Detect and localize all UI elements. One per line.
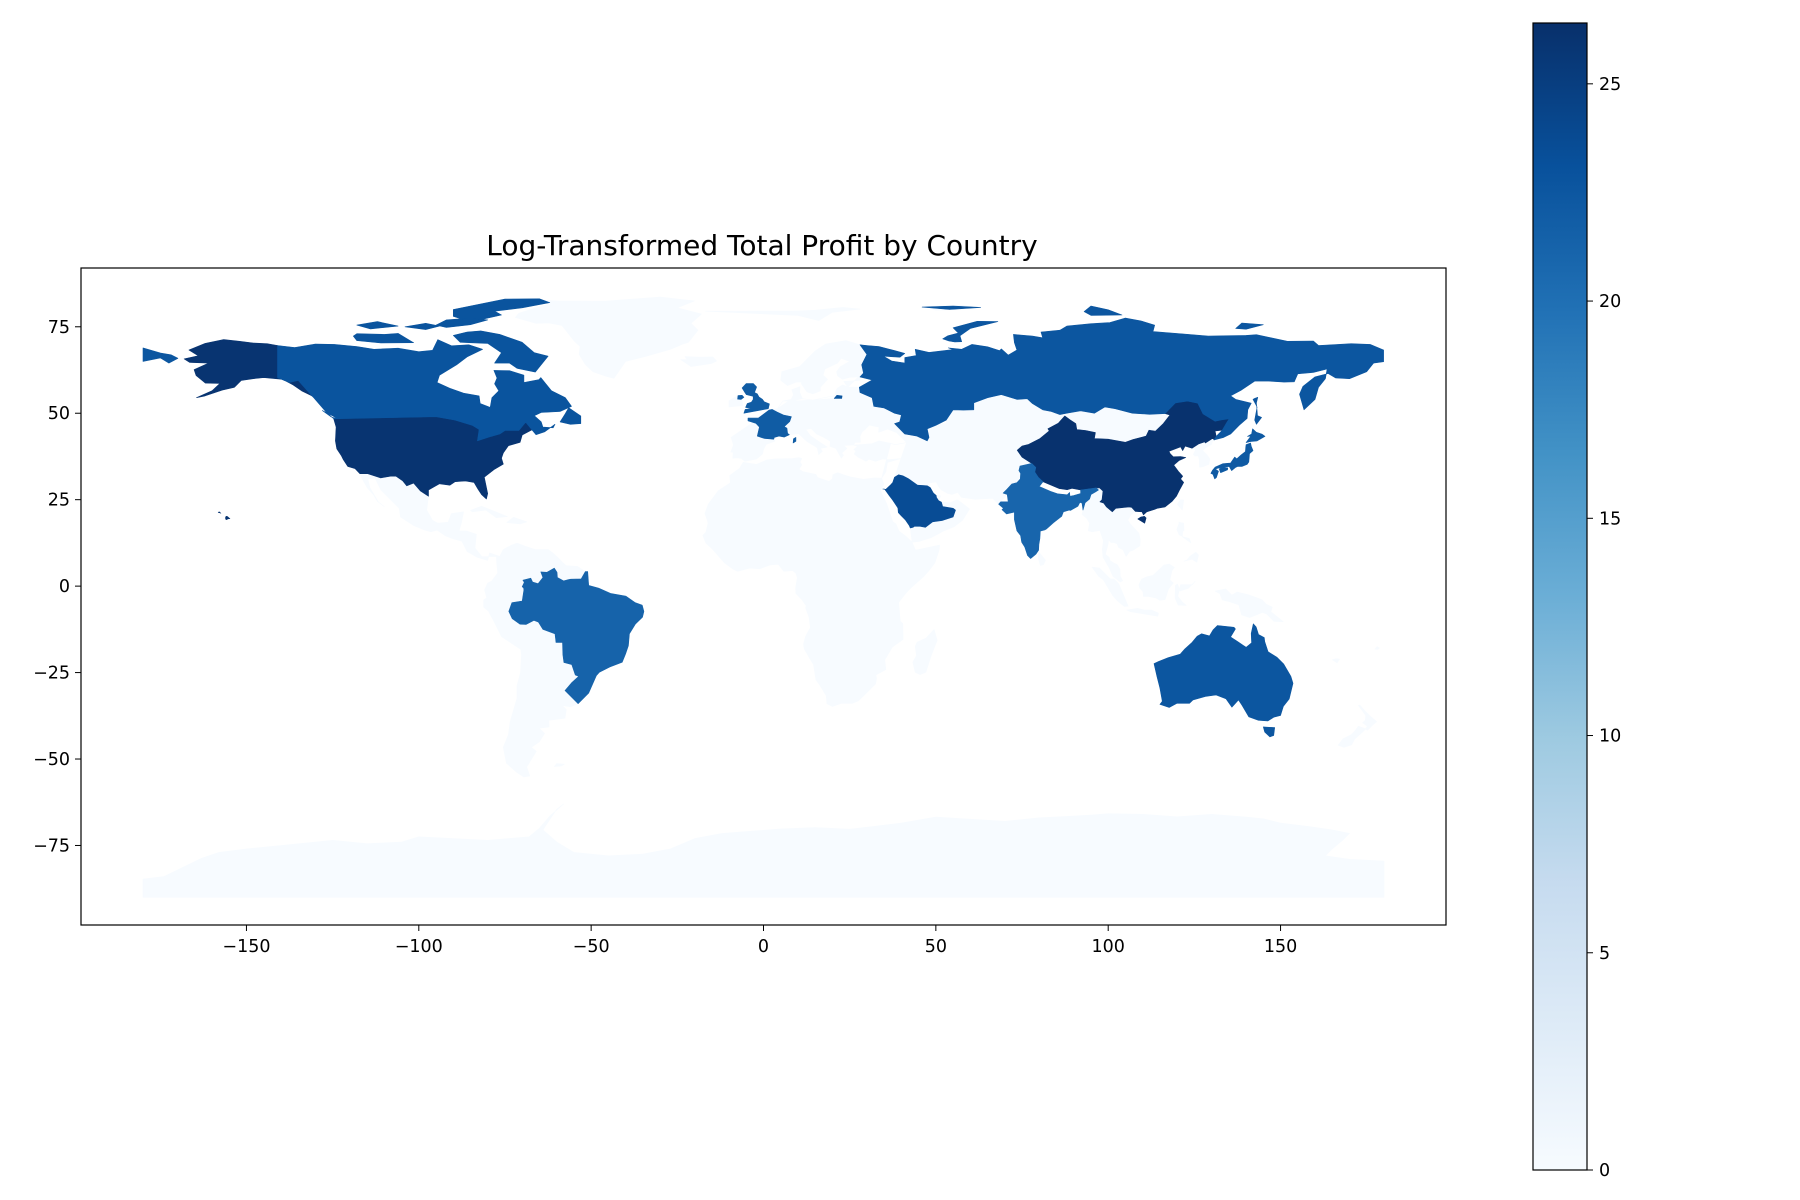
x-tick-label: 100 bbox=[1091, 937, 1124, 957]
x-tick-label: 150 bbox=[1264, 937, 1297, 957]
y-tick-label: −50 bbox=[33, 750, 70, 770]
y-tick-label: 75 bbox=[48, 318, 70, 338]
map-layer bbox=[142, 296, 1385, 898]
region-brazil bbox=[508, 567, 645, 704]
region-france bbox=[747, 409, 797, 444]
region-china bbox=[1016, 400, 1230, 524]
x-tick-label: −100 bbox=[395, 937, 443, 957]
region-canada bbox=[277, 298, 582, 442]
region-united-kingdom bbox=[737, 383, 770, 414]
colorbar-tick-label: 0 bbox=[1599, 1161, 1610, 1181]
colorbar bbox=[1533, 23, 1587, 1170]
colorbar-tick-label: 20 bbox=[1599, 292, 1621, 312]
region-india bbox=[998, 463, 1099, 559]
colorbar-tick-label: 5 bbox=[1599, 944, 1610, 964]
x-tick-label: 50 bbox=[925, 937, 947, 957]
colorbar-frame bbox=[1532, 22, 1588, 1171]
axis-ticks: −150 −100 −50 0 50 100 150 75 50 25 0 −25 −50 −75 bbox=[33, 318, 1297, 957]
x-tick-label: −50 bbox=[573, 937, 610, 957]
region-japan bbox=[1210, 428, 1266, 480]
region-russia bbox=[142, 305, 1384, 442]
y-tick-label: −75 bbox=[33, 836, 70, 856]
colorbar-tick-label: 15 bbox=[1599, 509, 1621, 529]
x-tick-label: 0 bbox=[758, 937, 769, 957]
region-australia bbox=[1153, 623, 1294, 738]
region-saudi-arabia bbox=[882, 474, 956, 529]
region-united-states-of-america bbox=[183, 339, 533, 520]
y-tick-label: 0 bbox=[59, 577, 70, 597]
colorbar-tick-label: 25 bbox=[1599, 75, 1621, 95]
colorbar-ticks: 0 5 10 15 20 25 bbox=[1587, 75, 1621, 1181]
y-tick-label: −25 bbox=[33, 664, 70, 684]
y-tick-label: 25 bbox=[48, 491, 70, 511]
plot-frame bbox=[80, 267, 1447, 926]
x-tick-label: −150 bbox=[222, 937, 270, 957]
chart-title: Log-Transformed Total Profit by Country bbox=[486, 229, 1037, 262]
colorbar-tick-label: 10 bbox=[1599, 727, 1621, 747]
y-tick-label: 50 bbox=[48, 404, 70, 424]
